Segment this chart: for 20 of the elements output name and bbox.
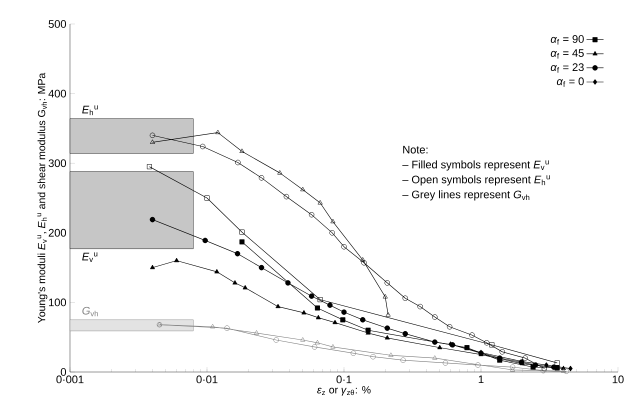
- y-tick-label: 0: [60, 368, 66, 376]
- x-tick-label: 1: [478, 376, 484, 384]
- y-tick-label: 300: [48, 159, 66, 168]
- annotation: – Grey lines represent G$_{vh}$: [402, 190, 530, 200]
- legend-label: α$_{f}$ = 0: [556, 77, 584, 87]
- band-label: G$_{vh}$: [82, 306, 98, 316]
- x-axis-title: ε$_{z}$ or γ$_{zθ}$: %: [317, 386, 371, 396]
- y-tick-label: 100: [49, 298, 66, 306]
- x-tick-label: 0·001: [56, 376, 84, 384]
- y-tick-label: 500: [48, 20, 66, 28]
- annotation: Note:: [403, 146, 428, 154]
- legend-label: α$_{f}$ = 23: [550, 63, 584, 73]
- x-tick-label: 10: [612, 376, 624, 384]
- x-tick-label: 0·1: [336, 376, 352, 384]
- legend-label: α$_{f}$ = 90: [550, 35, 584, 45]
- legend-label: α$_{f}$ = 45: [550, 49, 584, 59]
- y-tick-label: 200: [48, 228, 66, 237]
- text: Young's moduli E$_{v}$$^{u}$, E$_{h}$$^{u}$ and shear modulus G$_{vh}$: MPa: [37, 72, 48, 323]
- y-tick-label: 400: [48, 90, 66, 98]
- x-tick-label: 0·01: [196, 376, 218, 384]
